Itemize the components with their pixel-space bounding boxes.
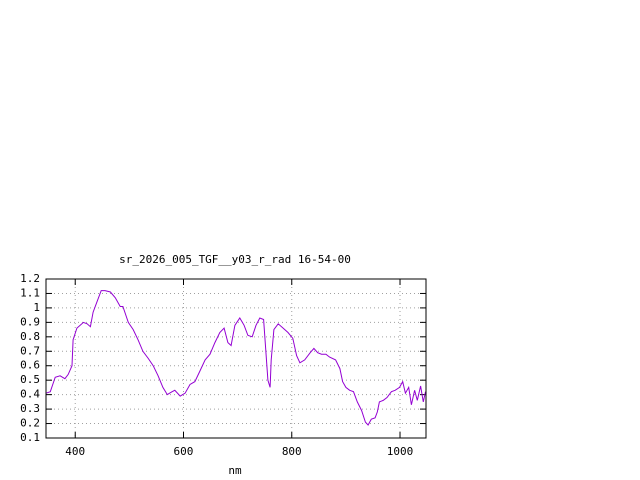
y-tick-label: 0.7 <box>20 344 40 357</box>
x-tick-label: 1000 <box>387 445 414 458</box>
y-tick-label: 0.2 <box>20 417 40 430</box>
y-tick-label: 1.1 <box>20 286 40 299</box>
x-tick-label: 400 <box>65 445 85 458</box>
y-tick-label: 0.6 <box>20 359 40 372</box>
data-line <box>45 290 426 426</box>
y-tick-label: 0.5 <box>20 373 40 386</box>
x-tick-label: 800 <box>282 445 302 458</box>
y-tick-label: 0.8 <box>20 330 40 343</box>
y-tick-label: 0.4 <box>20 388 40 401</box>
y-tick-label: 1.2 <box>20 272 40 285</box>
plot-border <box>45 278 427 439</box>
chart-title: sr_2026_005_TGF__y03_r_rad 16-54-00 <box>119 253 351 266</box>
x-axis-label: nm <box>228 464 242 477</box>
y-tick-label: 1 <box>33 301 40 314</box>
y-tick-label: 0.3 <box>20 402 40 415</box>
y-tick-label: 0.1 <box>20 431 40 444</box>
x-tick-label: 600 <box>174 445 194 458</box>
y-tick-label: 0.9 <box>20 315 40 328</box>
